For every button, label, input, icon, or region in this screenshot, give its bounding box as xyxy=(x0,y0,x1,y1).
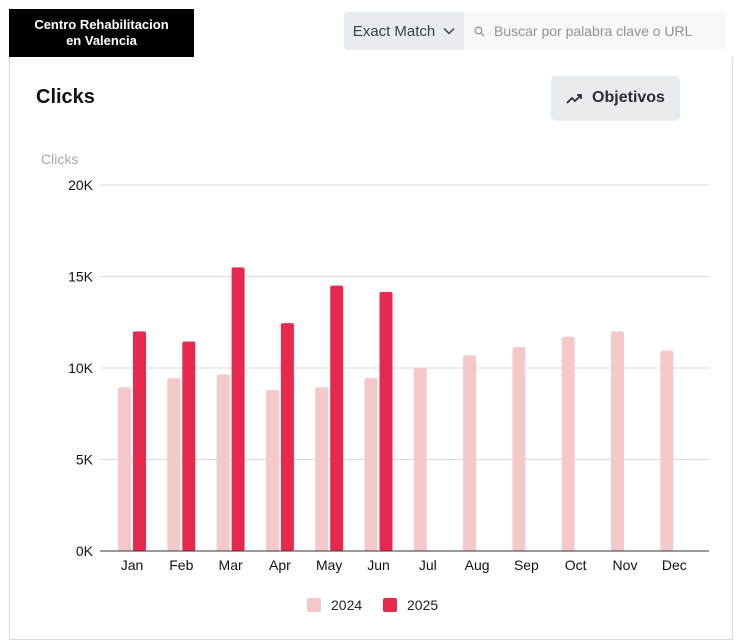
x-tick-label: Nov xyxy=(613,557,638,573)
bar-2024-aug xyxy=(463,355,477,551)
x-tick-label: May xyxy=(316,557,342,573)
x-tick-label: Feb xyxy=(169,557,193,573)
bar-2025-jun xyxy=(379,292,393,551)
bar-2024-jun xyxy=(364,378,378,551)
bar-2024-jul xyxy=(413,368,427,551)
legend-swatch-2025 xyxy=(383,598,397,612)
x-tick-label: Mar xyxy=(219,557,243,573)
match-type-select[interactable]: Exact Match xyxy=(344,12,464,50)
y-tick-label: 15K xyxy=(68,269,94,285)
x-tick-label: Jul xyxy=(419,557,437,573)
bar-2024-dec xyxy=(660,350,674,551)
bar-2024-oct xyxy=(561,336,575,551)
legend-label-2024: 2024 xyxy=(331,597,362,613)
search-input[interactable] xyxy=(492,22,726,40)
x-tick-label: Jan xyxy=(121,557,144,573)
legend-label-2025: 2025 xyxy=(407,597,438,613)
x-tick-label: Dec xyxy=(662,557,687,573)
goals-button-label: Objetivos xyxy=(592,89,665,106)
bar-2024-mar xyxy=(216,374,230,551)
bar-2025-jan xyxy=(133,331,146,551)
bar-2024-nov xyxy=(611,331,624,551)
bar-2025-feb xyxy=(182,341,196,551)
search-icon xyxy=(474,26,485,36)
legend-swatch-2024 xyxy=(307,598,321,612)
bar-2025-apr xyxy=(280,323,294,551)
bar-2025-mar xyxy=(231,267,245,551)
search-bar: Exact Match xyxy=(344,12,726,50)
card-title: Clicks xyxy=(36,86,95,108)
bar-2024-may xyxy=(315,387,329,551)
y-tick-label: 10K xyxy=(68,360,94,376)
x-tick-label: Aug xyxy=(465,557,490,573)
site-name-badge: Centro Rehabilitacion en Valencia xyxy=(9,9,194,57)
y-tick-label: 0K xyxy=(76,543,94,559)
bar-2024-sep xyxy=(512,346,526,551)
x-tick-label: Sep xyxy=(514,557,539,573)
trend-up-icon xyxy=(566,94,582,104)
bar-2025-may xyxy=(330,285,344,551)
bar-2024-apr xyxy=(265,389,279,551)
y-tick-label: 20K xyxy=(68,177,94,193)
bar-2024-jan xyxy=(118,387,131,551)
search-field xyxy=(464,12,726,50)
x-tick-label: Jun xyxy=(367,557,390,573)
match-type-label: Exact Match xyxy=(352,22,436,40)
site-name-line-2: en Valencia xyxy=(66,33,137,48)
chevron-down-icon xyxy=(443,27,455,35)
site-name-line-1: Centro Rehabilitacion xyxy=(34,17,169,32)
y-axis-title: Clicks xyxy=(41,151,78,167)
goals-button[interactable]: Objetivos xyxy=(551,76,680,120)
x-tick-label: Oct xyxy=(565,557,587,573)
y-tick-label: 5K xyxy=(76,452,94,468)
x-tick-label: Apr xyxy=(269,557,291,573)
bar-2024-feb xyxy=(167,378,181,551)
